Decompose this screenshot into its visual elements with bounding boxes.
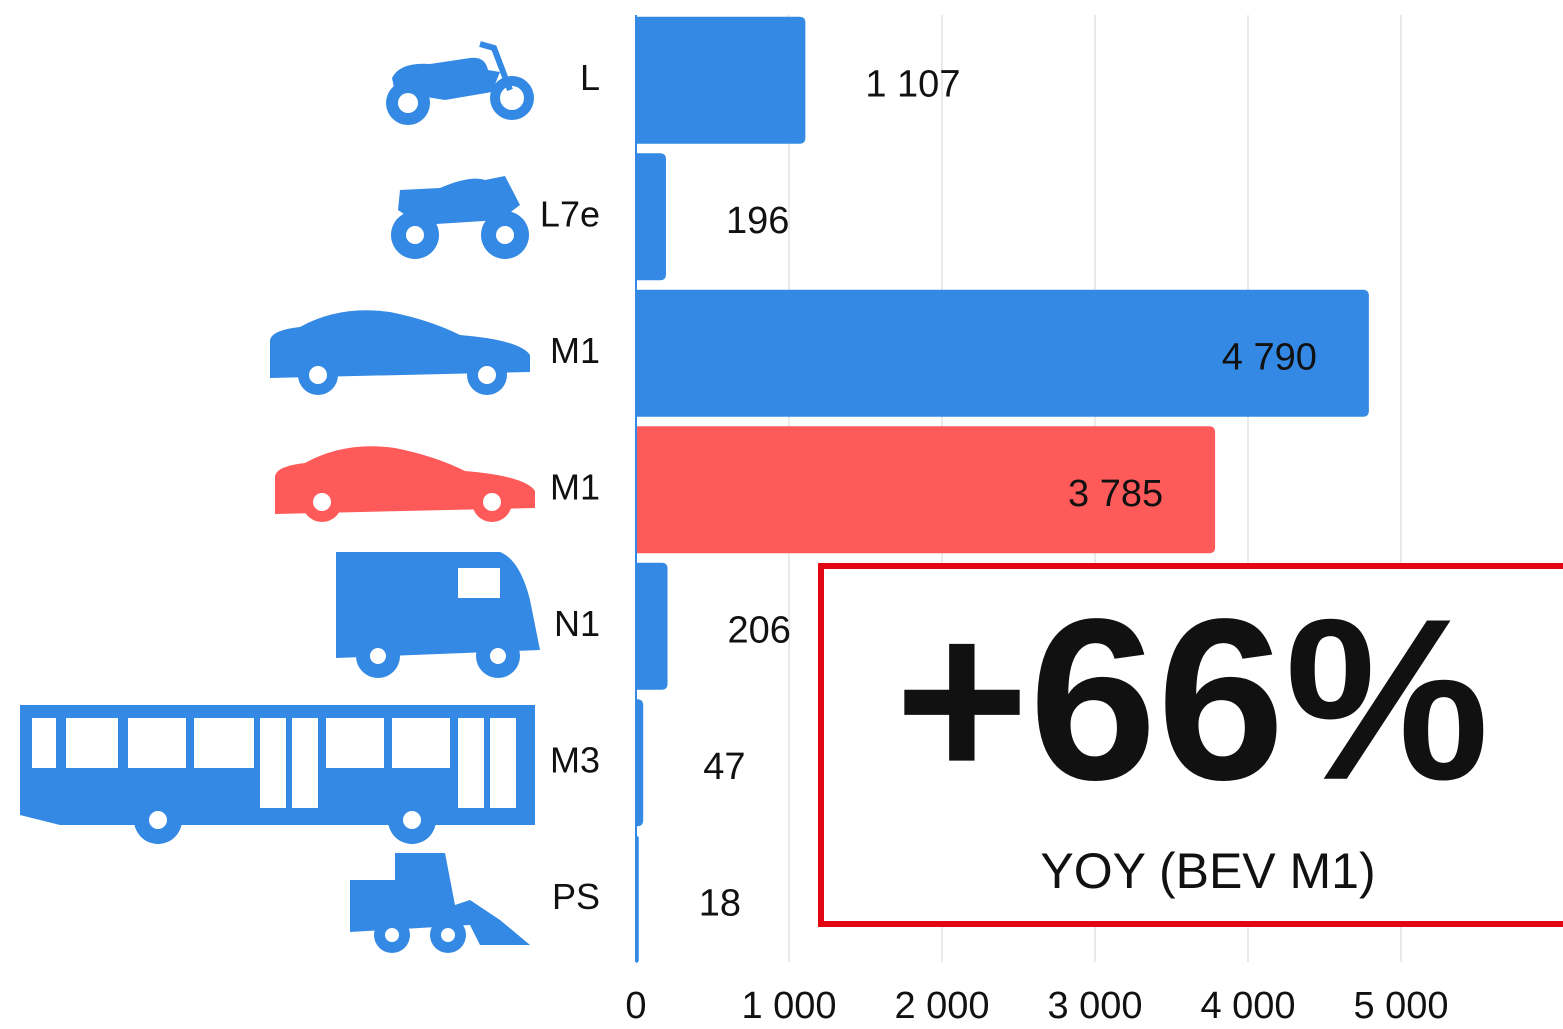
annotation-text: +66% <box>895 571 1490 828</box>
value-label: 3 785 <box>1068 473 1163 515</box>
annotation-subtext: YOY (BEV M1) <box>1040 843 1375 899</box>
icon-loader <box>350 853 530 953</box>
x-tick-label: 5 000 <box>1353 985 1448 1027</box>
value-label: 1 107 <box>865 63 960 105</box>
annotation-box: +66% YOY (BEV M1) <box>818 563 1563 927</box>
category-label: PS <box>552 876 600 917</box>
icon-quad <box>391 176 529 259</box>
value-label: 4 790 <box>1222 336 1317 378</box>
bar <box>636 16 806 144</box>
x-tick-label: 0 <box>625 985 646 1027</box>
labels: 0 1 000 2 000 3 000 4 000 5 000 L 1 107 L7e 196 M1… <box>540 57 1449 1027</box>
annotation-frame <box>818 563 1563 927</box>
icon-car-bev <box>275 446 535 522</box>
value-label: 47 <box>703 746 745 788</box>
value-label: 206 <box>728 609 791 651</box>
icon-car <box>270 310 530 395</box>
category-label: M1 <box>550 330 600 371</box>
category-label: L7e <box>540 193 600 234</box>
category-label: L <box>580 57 600 98</box>
x-tick-label: 1 000 <box>741 985 836 1027</box>
value-label: 18 <box>699 882 741 924</box>
bar <box>636 699 644 827</box>
icons <box>20 41 540 953</box>
bars <box>635 15 1369 963</box>
value-label: 196 <box>726 200 789 242</box>
icon-bus <box>20 705 535 844</box>
x-tick-label: 3 000 <box>1047 985 1142 1027</box>
icon-van <box>336 552 540 678</box>
bar <box>636 289 1369 417</box>
bar <box>636 562 668 690</box>
category-label: M3 <box>550 739 600 780</box>
category-label: M1 <box>550 466 600 507</box>
x-tick-label: 4 000 <box>1200 985 1295 1027</box>
category-label: N1 <box>554 603 600 644</box>
bar <box>636 153 666 281</box>
icon-motorcycle <box>386 41 534 125</box>
x-tick-label: 2 000 <box>894 985 989 1027</box>
bar <box>636 426 1216 554</box>
